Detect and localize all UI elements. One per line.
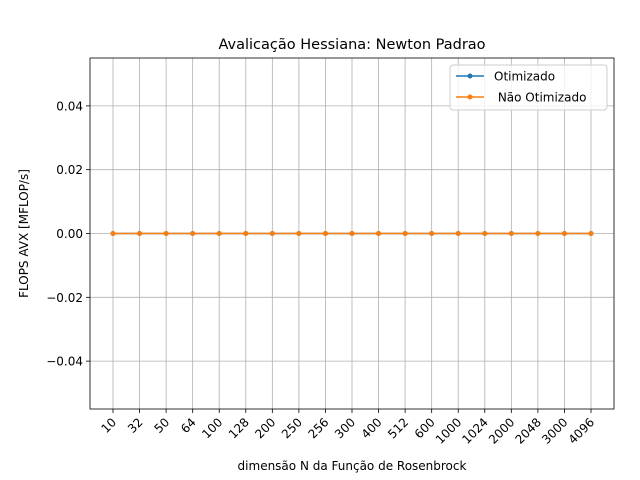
y-tick-label: 0.00	[56, 227, 83, 241]
x-axis-title: dimensão N da Função de Rosenbrock	[238, 459, 467, 473]
data-point	[349, 231, 355, 236]
legend-swatch-marker	[467, 73, 473, 79]
data-point	[322, 231, 328, 236]
data-point	[429, 231, 435, 236]
data-point	[296, 231, 302, 236]
data-point	[402, 231, 408, 236]
data-point	[588, 231, 594, 236]
data-point	[163, 231, 169, 236]
y-tick-label: −0.04	[46, 355, 83, 369]
data-point	[482, 231, 488, 236]
data-point	[455, 231, 461, 236]
data-point	[243, 231, 249, 236]
data-point	[190, 231, 196, 236]
legend: Otimizado Não Otimizado	[449, 64, 608, 111]
y-tick-label: −0.02	[46, 291, 83, 305]
data-point	[269, 231, 275, 236]
legend-swatch-marker	[467, 94, 473, 100]
y-axis-title: FLOPS AVX [MFLOP/s]	[17, 169, 31, 298]
data-point	[561, 231, 567, 236]
y-tick-label: 0.02	[56, 163, 83, 177]
data-point	[376, 231, 382, 236]
legend-label: Otimizado	[494, 70, 555, 84]
chart-title: Avalicação Hessiana: Newton Padrao	[218, 37, 485, 53]
data-point	[110, 231, 116, 236]
y-axis: −0.04 −0.02 0.00 0.02 0.04	[46, 99, 90, 369]
series-layer	[110, 231, 594, 236]
data-point	[137, 231, 143, 236]
legend-box	[449, 64, 608, 111]
legend-label: Não Otimizado	[494, 91, 586, 105]
data-point	[216, 231, 222, 236]
y-tick-label: 0.04	[56, 99, 83, 113]
data-point	[508, 231, 514, 236]
data-point	[535, 231, 541, 236]
